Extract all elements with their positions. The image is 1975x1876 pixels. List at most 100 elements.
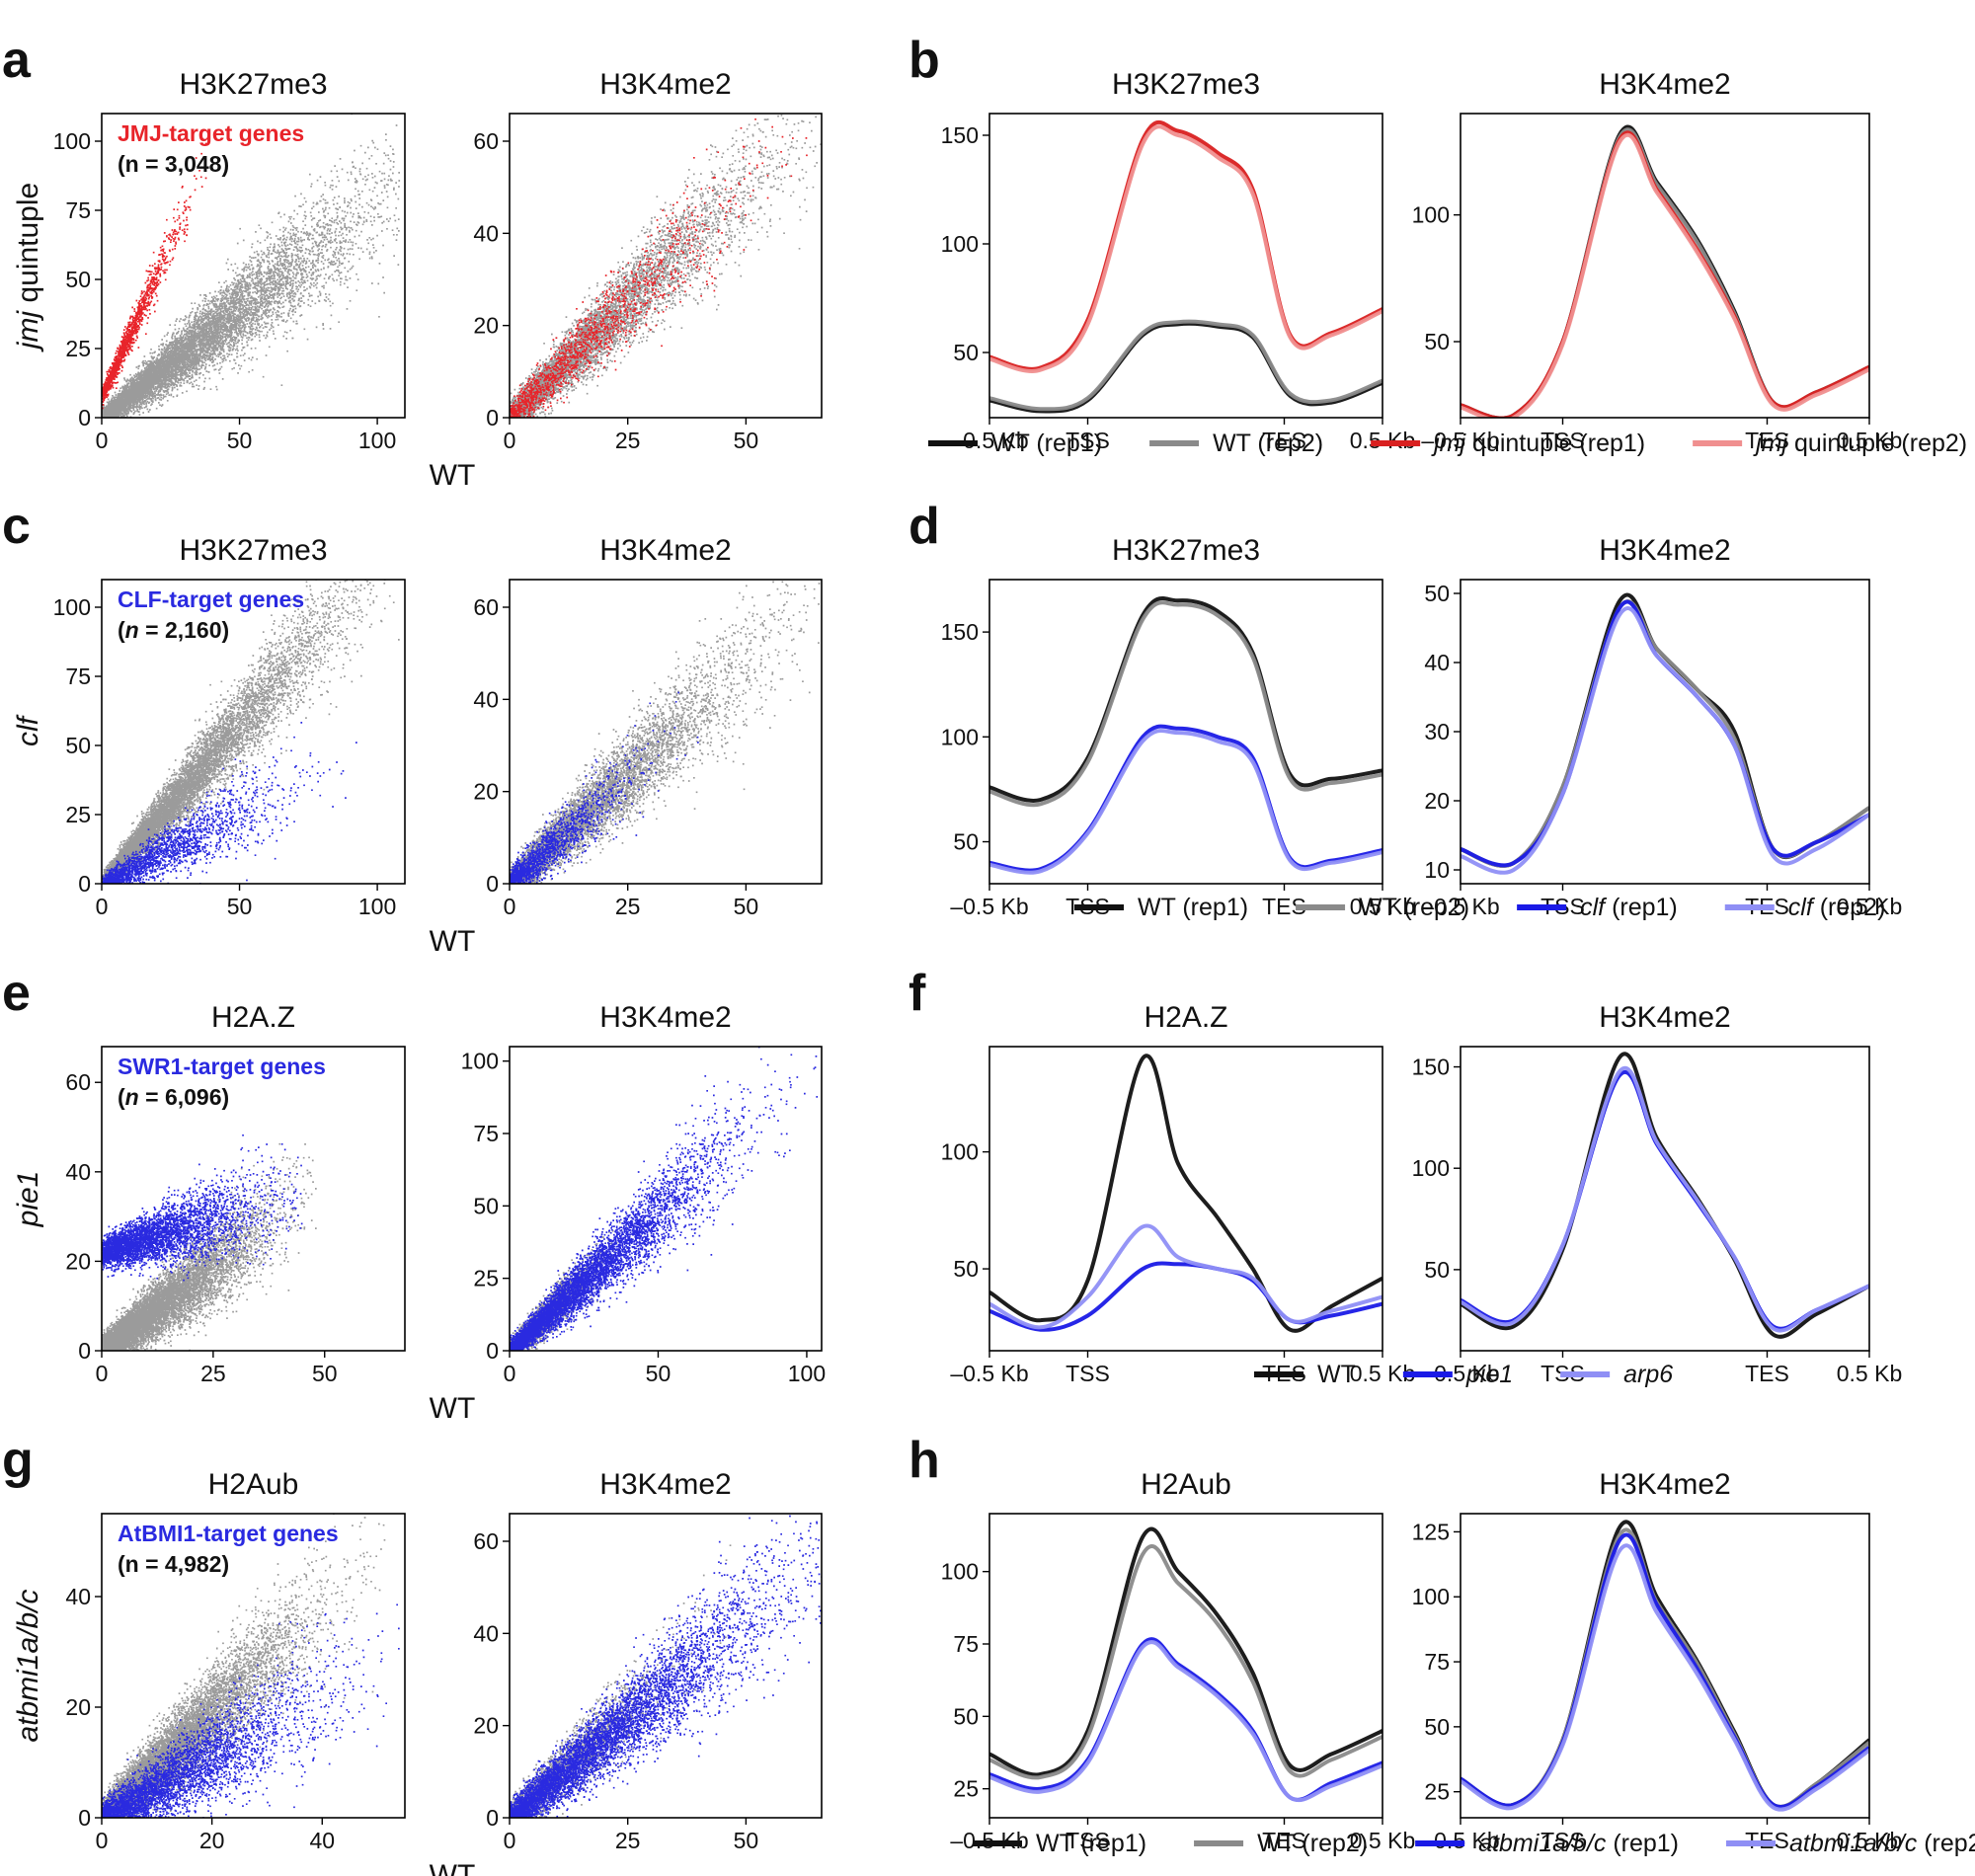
plot-title: H3K27me3 xyxy=(179,534,327,567)
legend-label: WT (rep2) xyxy=(1257,1830,1368,1857)
x-tick-label: 50 xyxy=(734,428,759,453)
scatter-plot-c2: 0 25 50 0 20 40 60 H3K4me2 xyxy=(473,534,823,919)
y-tick-label: 150 xyxy=(941,619,979,645)
series-line-0 xyxy=(1461,124,1869,418)
target-gene-points xyxy=(510,117,808,418)
y-tick-label: 50 xyxy=(953,829,979,855)
axes-frame xyxy=(988,1046,1383,1352)
panel-label-h: h xyxy=(908,1432,940,1489)
y-axis-label-part: clf xyxy=(12,714,44,746)
y-tick-label: 0 xyxy=(486,405,499,430)
y-tick-label: 50 xyxy=(953,340,979,365)
x-tick-label: –0.5 Kb xyxy=(1421,894,1499,919)
y-tick-label: 40 xyxy=(65,1584,91,1609)
y-tick-label: 0 xyxy=(78,1338,91,1364)
legend-label-part: WT (rep1) xyxy=(1036,1830,1146,1857)
series-line-0 xyxy=(1461,1520,1869,1809)
y-tick-label: 75 xyxy=(473,1121,499,1146)
y-tick-label: 25 xyxy=(65,336,91,361)
points xyxy=(510,114,822,418)
target-genes-count: (n = 3,048) xyxy=(118,151,229,177)
axes-frame xyxy=(988,113,1383,419)
x-tick-label: 50 xyxy=(227,428,253,453)
series-lines xyxy=(1461,124,1869,418)
series-lines xyxy=(1461,592,1869,875)
target-genes-count: (n = 2,160) xyxy=(118,617,229,643)
y-tick-label: 100 xyxy=(941,1139,979,1165)
panel-label-g: g xyxy=(2,1432,34,1489)
series-lines xyxy=(989,119,1382,414)
x-tick-label: –0.5 Kb xyxy=(1421,428,1499,453)
y-axis-label: clf xyxy=(12,714,44,746)
target-genes-count-part: (n = 4,982) xyxy=(118,1551,229,1577)
panel-label-a: a xyxy=(2,32,32,89)
y-tick-label: 25 xyxy=(65,802,91,827)
legend-h: WT (rep1) WT (rep2) atbmi1a/b/c (rep1) atbm… xyxy=(973,1830,1975,1857)
legend-label: WT (rep1) xyxy=(1138,894,1248,921)
target-gene-points xyxy=(102,142,207,410)
profile-plot-b2: –0.5 Kb TSS TES 0.5 Kb 50 100 H3K4me2 xyxy=(1412,68,1903,453)
scatter-plot-e2: 0 50 100 0 25 50 75 100 H3K4me2 xyxy=(461,1001,827,1386)
target-genes-count-part: ( xyxy=(118,617,125,643)
x-tick-label: –0.5 Kb xyxy=(950,1361,1028,1386)
y-tick-label: 50 xyxy=(1424,581,1450,606)
x-tick-label: TES xyxy=(1262,1828,1306,1853)
y-tick-label: 0 xyxy=(78,405,91,430)
legend-label-part: atbmi1a/b/c xyxy=(1789,1830,1918,1857)
legend-label-part: (rep2) xyxy=(1813,894,1886,921)
legend-label-part: WT (rep2) xyxy=(1213,430,1323,457)
x-tick-label: TES xyxy=(1745,428,1789,453)
x-tick-label: TES xyxy=(1745,1361,1789,1386)
legend-label-part: (rep2) xyxy=(1917,1830,1975,1857)
target-genes-count-part: n xyxy=(125,1084,139,1110)
y-tick-label: 50 xyxy=(1424,1714,1450,1740)
points xyxy=(510,1047,819,1351)
y-tick-label: 25 xyxy=(953,1776,979,1802)
y-tick-label: 75 xyxy=(65,197,91,223)
y-tick-label: 100 xyxy=(941,1559,979,1585)
y-tick-label: 40 xyxy=(473,686,499,712)
x-tick-label: TSS xyxy=(1066,428,1110,453)
x-tick-label: 0.5 Kb xyxy=(1837,428,1903,453)
y-tick-label: 75 xyxy=(953,1631,979,1657)
axes-frame xyxy=(509,1513,823,1819)
x-tick-label: TSS xyxy=(1066,1828,1110,1853)
points xyxy=(102,1514,400,1818)
y-tick-label: 0 xyxy=(486,871,499,897)
legend-d: WT (rep1) WT (rep2) clf (rep1) clf (rep2) xyxy=(1074,894,1885,921)
series-line-2 xyxy=(1461,1065,1869,1333)
target-gene-points xyxy=(102,1133,303,1282)
axes-frame xyxy=(1460,1046,1870,1352)
y-tick-label: 50 xyxy=(1424,1257,1450,1283)
legend-label: arp6 xyxy=(1623,1361,1673,1388)
y-tick-label: 0 xyxy=(486,1338,499,1364)
x-tick-label: 100 xyxy=(358,428,396,453)
points xyxy=(510,1515,822,1818)
y-tick-label: 100 xyxy=(941,231,979,257)
series-lines xyxy=(1461,1520,1869,1812)
target-genes-label: CLF-target genes xyxy=(118,586,304,612)
legend-label: WT xyxy=(1317,1361,1356,1388)
series-line-0 xyxy=(989,1526,1382,1777)
x-tick-label: 0.5 Kb xyxy=(1350,894,1416,919)
series-line-0 xyxy=(989,595,1382,803)
y-tick-label: 20 xyxy=(65,1694,91,1720)
panel-label-b: b xyxy=(908,32,940,89)
series-line-3 xyxy=(989,124,1382,373)
legend-label: clf (rep2) xyxy=(1788,894,1886,921)
series-line-2 xyxy=(989,1223,1382,1330)
series-line-0 xyxy=(1461,1052,1869,1339)
legend-label-part: WT (rep1) xyxy=(1138,894,1248,921)
target-genes-label: SWR1-target genes xyxy=(118,1054,326,1079)
x-tick-label: 40 xyxy=(309,1828,335,1853)
series-line-3 xyxy=(989,728,1382,875)
y-tick-label: 60 xyxy=(65,1069,91,1095)
x-tick-label: 0 xyxy=(96,428,109,453)
x-tick-label: 0 xyxy=(96,894,109,919)
series-line-1 xyxy=(1461,1069,1869,1331)
target-genes-label: JMJ-target genes xyxy=(118,120,304,146)
x-tick-label: TSS xyxy=(1066,1361,1110,1386)
